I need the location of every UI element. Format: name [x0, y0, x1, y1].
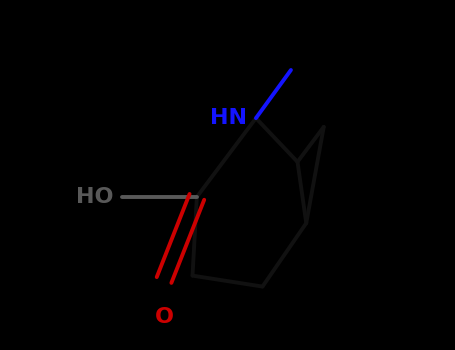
Text: O: O [155, 307, 173, 327]
Text: HO: HO [76, 187, 114, 207]
Text: HN: HN [210, 108, 248, 128]
